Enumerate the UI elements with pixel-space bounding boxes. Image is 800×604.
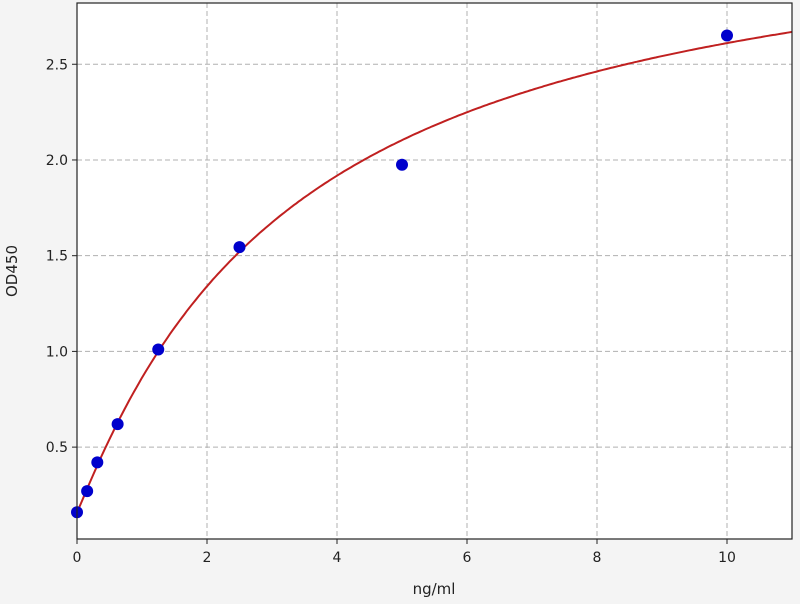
y-tick-label: 2.5 xyxy=(46,57,68,73)
x-axis-label: ng/ml xyxy=(413,580,456,598)
grid xyxy=(77,3,792,539)
y-tick-label: 2.0 xyxy=(46,153,68,169)
x-tick-label: 8 xyxy=(593,550,602,566)
plot-area xyxy=(77,3,792,539)
plot-frame xyxy=(76,2,793,540)
x-tick-label: 6 xyxy=(463,550,472,566)
ticks: 0 2 4 6 8 10 0.5 1.0 1.5 2.0 2.5 xyxy=(46,57,736,566)
data-point xyxy=(233,241,246,254)
data-point xyxy=(111,418,124,431)
x-tick-label: 0 xyxy=(73,550,82,566)
x-tick-label: 10 xyxy=(718,550,736,566)
x-tick-label: 4 xyxy=(333,550,342,566)
y-tick-label: 1.5 xyxy=(46,249,68,265)
x-tick-label: 2 xyxy=(203,550,212,566)
data-point xyxy=(152,343,165,356)
data-point xyxy=(721,29,733,42)
data-point xyxy=(396,158,408,171)
y-tick-label: 1.0 xyxy=(46,344,68,360)
y-axis-label: OD450 xyxy=(3,245,21,297)
data-point xyxy=(91,456,104,469)
data-point xyxy=(81,485,94,498)
fit-curve xyxy=(76,30,793,513)
y-tick-label: 0.5 xyxy=(46,440,68,456)
